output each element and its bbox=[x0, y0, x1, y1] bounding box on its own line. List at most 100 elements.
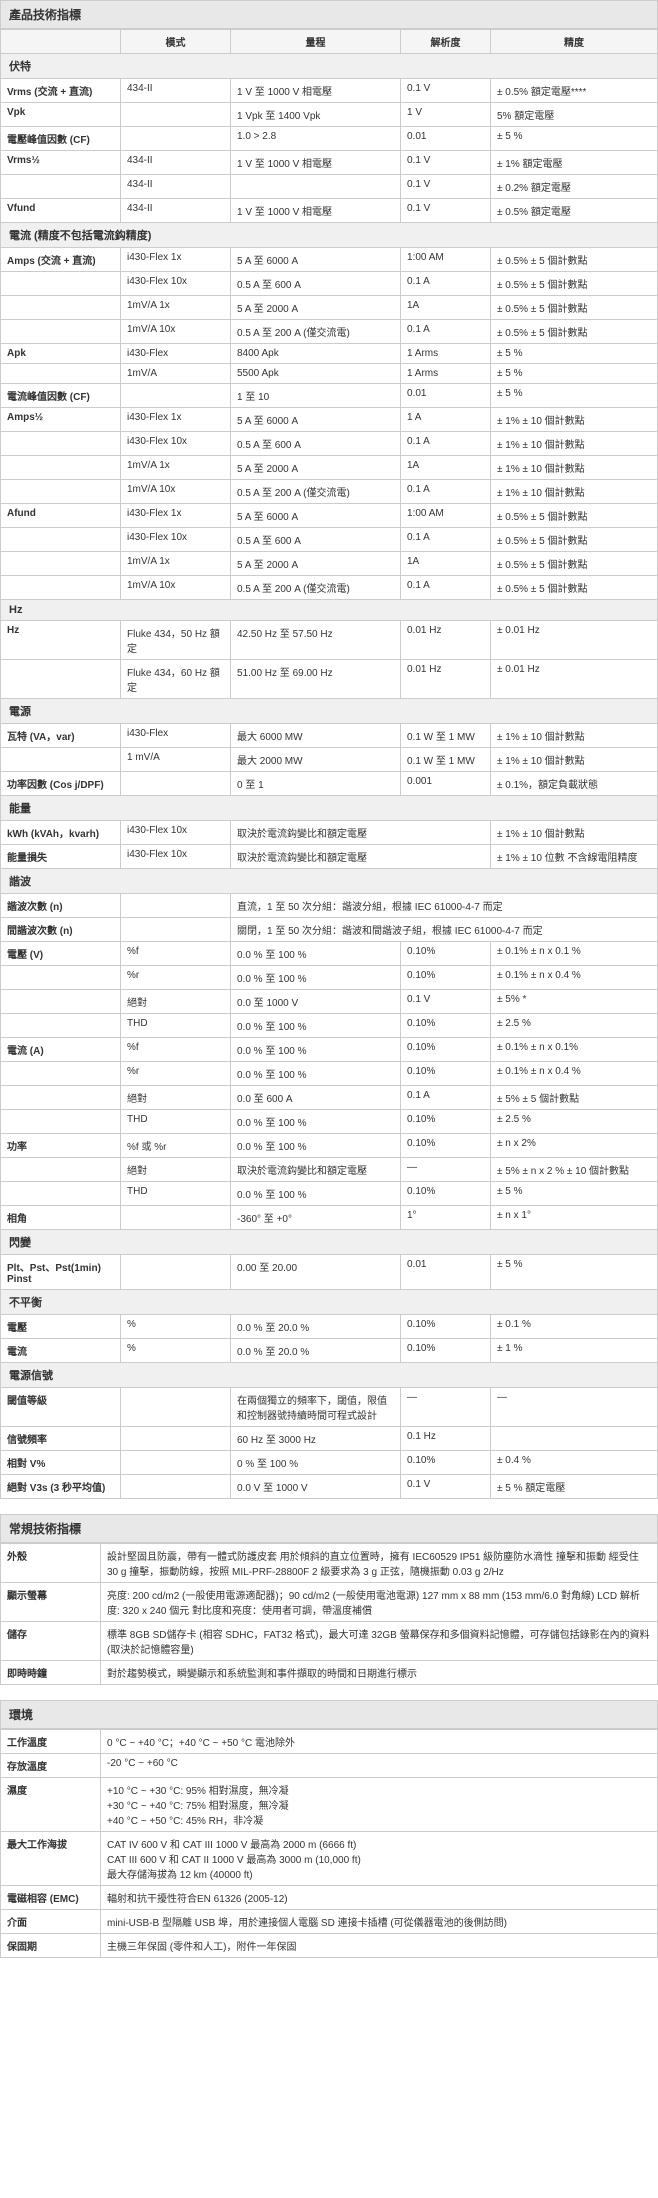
sub-header: 能量 bbox=[1, 796, 658, 821]
cell-mode: THD bbox=[121, 1182, 231, 1206]
cell-acc: ± 0.5% ± 5 個計數點 bbox=[491, 272, 658, 296]
table-row: 外殼 設計堅固且防震，帶有一體式防護皮套 用於傾斜的直立位置時，擁有 IEC60… bbox=[1, 1544, 658, 1583]
cell-mode: 1mV/A 10x bbox=[121, 576, 231, 600]
cell-label: 絕對 V3s (3 秒平均值) bbox=[1, 1475, 121, 1499]
sub-header: 不平衡 bbox=[1, 1290, 658, 1315]
spec-table: 模式 量程 解析度 精度 伏特 Vrms (交流 + 直流) 434-II 1 … bbox=[0, 29, 658, 1499]
cell-mode: i430-Flex bbox=[121, 344, 231, 364]
cell-range: 5 A 至 2000 A bbox=[231, 456, 401, 480]
cell-range: 5 A 至 6000 A bbox=[231, 248, 401, 272]
cell-mode: 434-II bbox=[121, 199, 231, 223]
sub-header: 電流 (精度不包括電流鈎精度) bbox=[1, 223, 658, 248]
cell-res: — bbox=[401, 1158, 491, 1182]
cell-range: 0.5 A 至 600 A bbox=[231, 432, 401, 456]
kv-key: 顯示螢幕 bbox=[1, 1583, 101, 1622]
cell-mode: %f 或 %r bbox=[121, 1134, 231, 1158]
general-title: 常規技術指標 bbox=[0, 1514, 658, 1543]
cell-label: Vfund bbox=[1, 199, 121, 223]
cell-range: 5 A 至 6000 A bbox=[231, 504, 401, 528]
cell-label bbox=[1, 1158, 121, 1182]
cell-label: 相角 bbox=[1, 1206, 121, 1230]
kv-val: -20 °C ~ +60 °C bbox=[101, 1754, 658, 1778]
table-row: 絕對 0.0 至 600 A0.1 A ± 5% ± 5 個計數點 bbox=[1, 1086, 658, 1110]
cell-mode: %r bbox=[121, 1062, 231, 1086]
cell-range: 關閉，1 至 50 次分組：諧波和間諧波子組，根據 IEC 61000-4-7 … bbox=[231, 918, 658, 942]
cell-mode: i430-Flex 1x bbox=[121, 248, 231, 272]
kv-val: 0 °C ~ +40 °C；+40 °C ~ +50 °C 電池除外 bbox=[101, 1730, 658, 1754]
cell-label bbox=[1, 1110, 121, 1134]
cell-res: 0.10% bbox=[401, 1339, 491, 1363]
cell-range: 取決於電流鈎變比和額定電壓 bbox=[231, 845, 491, 869]
cell-range: 0.5 A 至 600 A bbox=[231, 528, 401, 552]
cell-mode: %f bbox=[121, 942, 231, 966]
cell-label bbox=[1, 1062, 121, 1086]
cell-acc: ± 1% ± 10 個計數點 bbox=[491, 821, 658, 845]
cell-mode bbox=[121, 1206, 231, 1230]
kv-val: 對於趨勢模式，瞬變顯示和系統監測和事件擷取的時間和日期進行標示 bbox=[101, 1661, 658, 1685]
cell-range: 0.5 A 至 200 A (僅交流電) bbox=[231, 576, 401, 600]
table-row: 保固期 主機三年保固 (零件和人工)，附件一年保固 bbox=[1, 1934, 658, 1958]
table-row: 相角 -360° 至 +0°1° ± n x 1° bbox=[1, 1206, 658, 1230]
cell-label: Hz bbox=[1, 621, 121, 660]
kv-key: 即時時鐘 bbox=[1, 1661, 101, 1685]
table-row: THD 0.0 % 至 100 %0.10% ± 5 % bbox=[1, 1182, 658, 1206]
cell-mode bbox=[121, 918, 231, 942]
cell-acc: ± 2.5 % bbox=[491, 1014, 658, 1038]
table-row: 儲存 標準 8GB SD儲存卡 (相容 SDHC，FAT32 格式)，最大可達 … bbox=[1, 1622, 658, 1661]
cell-acc: ± n x 1° bbox=[491, 1206, 658, 1230]
cell-res: 0.10% bbox=[401, 1038, 491, 1062]
table-row: 電流峰值因數 (CF) 1 至 100.01 ± 5 % bbox=[1, 384, 658, 408]
cell-res: 0.1 W 至 1 MW bbox=[401, 724, 491, 748]
col-res: 解析度 bbox=[401, 30, 491, 54]
table-row: 能量損失 i430-Flex 10x 取決於電流鈎變比和額定電壓 ± 1% ± … bbox=[1, 845, 658, 869]
cell-label: Apk bbox=[1, 344, 121, 364]
table-row: Afund i430-Flex 1x 5 A 至 6000 A1:00 AM ±… bbox=[1, 504, 658, 528]
cell-range: 0.0 % 至 100 % bbox=[231, 1134, 401, 1158]
kv-val: +10 °C ~ +30 °C: 95% 相對濕度，無冷凝+30 °C ~ +4… bbox=[101, 1778, 658, 1832]
table-row: 相對 V% 0 % 至 100 %0.10% ± 0.4 % bbox=[1, 1451, 658, 1475]
cell-res: 0.1 W 至 1 MW bbox=[401, 748, 491, 772]
table-row: 1mV/A 10x 0.5 A 至 200 A (僅交流電)0.1 A ± 1%… bbox=[1, 480, 658, 504]
cell-mode bbox=[121, 1388, 231, 1427]
cell-mode: 434-II bbox=[121, 175, 231, 199]
cell-range: 0.5 A 至 200 A (僅交流電) bbox=[231, 480, 401, 504]
cell-range: 最大 2000 MW bbox=[231, 748, 401, 772]
table-row: Vrms½ 434-II 1 V 至 1000 V 相電壓0.1 V ± 1% … bbox=[1, 151, 658, 175]
cell-label: Vrms½ bbox=[1, 151, 121, 175]
kv-key: 外殼 bbox=[1, 1544, 101, 1583]
cell-res: 0.10% bbox=[401, 1451, 491, 1475]
cell-res: 0.01 bbox=[401, 127, 491, 151]
cell-range: 1 V 至 1000 V 相電壓 bbox=[231, 151, 401, 175]
cell-label bbox=[1, 432, 121, 456]
kv-key: 工作溫度 bbox=[1, 1730, 101, 1754]
cell-range: 1.0 > 2.8 bbox=[231, 127, 401, 151]
cell-res: 0.01 bbox=[401, 384, 491, 408]
cell-res: 0.1 A bbox=[401, 480, 491, 504]
cell-mode: THD bbox=[121, 1110, 231, 1134]
cell-mode: Fluke 434，50 Hz 額定 bbox=[121, 621, 231, 660]
cell-range: 5 A 至 2000 A bbox=[231, 552, 401, 576]
cell-range: 0.5 A 至 200 A (僅交流電) bbox=[231, 320, 401, 344]
cell-mode: i430-Flex 1x bbox=[121, 504, 231, 528]
table-row: 濕度 +10 °C ~ +30 °C: 95% 相對濕度，無冷凝+30 °C ~… bbox=[1, 1778, 658, 1832]
table-row: 434-II 0.1 V ± 0.2% 額定電壓 bbox=[1, 175, 658, 199]
cell-range: 51.00 Hz 至 69.00 Hz bbox=[231, 660, 401, 699]
cell-mode: Fluke 434，60 Hz 額定 bbox=[121, 660, 231, 699]
cell-label: 電壓 (V) bbox=[1, 942, 121, 966]
cell-res: 0.10% bbox=[401, 1182, 491, 1206]
cell-range: 1 V 至 1000 V 相電壓 bbox=[231, 199, 401, 223]
table-row: 1 mV/A 最大 2000 MW0.1 W 至 1 MW ± 1% ± 10 … bbox=[1, 748, 658, 772]
kv-val: 標準 8GB SD儲存卡 (相容 SDHC，FAT32 格式)，最大可達 32G… bbox=[101, 1622, 658, 1661]
cell-res: 1A bbox=[401, 552, 491, 576]
cell-acc: ± 0.1% ± n x 0.4 % bbox=[491, 966, 658, 990]
table-row: THD 0.0 % 至 100 %0.10% ± 2.5 % bbox=[1, 1014, 658, 1038]
cell-label: Amps (交流 + 直流) bbox=[1, 248, 121, 272]
cell-mode bbox=[121, 1255, 231, 1290]
kv-val: 設計堅固且防震，帶有一體式防護皮套 用於傾斜的直立位置時，擁有 IEC60529… bbox=[101, 1544, 658, 1583]
cell-label: 電壓 bbox=[1, 1315, 121, 1339]
cell-range: 0.0 % 至 100 % bbox=[231, 1182, 401, 1206]
sub-header: 電源信號 bbox=[1, 1363, 658, 1388]
cell-res: 0.1 V bbox=[401, 79, 491, 103]
cell-res: 1 Arms bbox=[401, 344, 491, 364]
cell-range: 取決於電流鈎變比和額定電壓 bbox=[231, 821, 491, 845]
